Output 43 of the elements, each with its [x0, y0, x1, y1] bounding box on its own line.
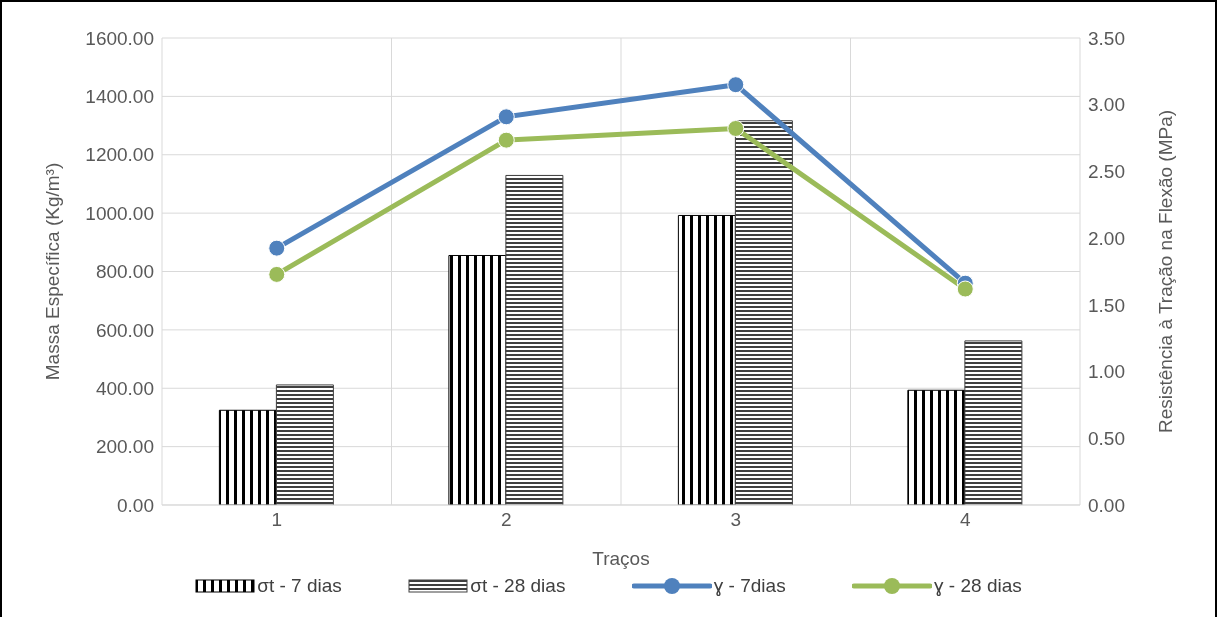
point	[268, 239, 286, 257]
y2-tick-label: 0.00	[1088, 494, 1125, 516]
y2-tick-label: 2.00	[1088, 227, 1125, 249]
legend-label: σt - 7 dias	[257, 575, 342, 597]
y2-axis-title: Resistência à Tração na Flexão (MPa)	[1154, 109, 1176, 434]
bar	[275, 384, 334, 505]
bar	[677, 214, 736, 505]
y-tick-label: 1000.00	[85, 202, 154, 224]
point	[497, 108, 515, 126]
y-tick-label: 400.00	[95, 377, 154, 399]
legend-label: ɣ - 28 dias	[934, 575, 1022, 597]
y-tick-label: 1600.00	[85, 27, 154, 49]
y-tick-label: 1400.00	[85, 86, 154, 108]
point	[727, 119, 745, 137]
point	[497, 131, 515, 149]
bar	[218, 409, 277, 505]
y-tick-label: 600.00	[95, 319, 154, 341]
y2-tick-label: 3.00	[1088, 94, 1125, 116]
y-axis-title: Massa Específica (Kg/m³)	[41, 162, 63, 381]
x-tick-label: 3	[730, 509, 742, 531]
legend-label: ɣ - 7dias	[713, 575, 786, 597]
x-axis-title: Traços	[592, 548, 650, 569]
y-tick-label: 1200.00	[85, 144, 154, 166]
legend-label: σt - 28 dias	[470, 575, 566, 597]
y-tick-label: 0.00	[117, 494, 154, 516]
point	[268, 265, 286, 283]
bar	[448, 254, 507, 505]
y-tick-label: 200.00	[95, 436, 154, 458]
bar	[505, 174, 564, 505]
y2-tick-label: 1.00	[1088, 361, 1125, 383]
point	[727, 76, 745, 94]
point	[956, 280, 974, 298]
x-tick-label: 2	[500, 509, 512, 531]
y2-tick-label: 2.50	[1088, 161, 1125, 183]
bar	[964, 340, 1023, 505]
y-tick-label: 800.00	[95, 261, 154, 283]
y2-tick-label: 3.50	[1088, 27, 1125, 49]
x-tick-label: 1	[271, 509, 283, 531]
y2-tick-label: 0.50	[1088, 428, 1125, 450]
y2-tick-label: 1.50	[1088, 294, 1125, 316]
bar	[907, 389, 966, 505]
bar	[734, 120, 793, 505]
x-tick-label: 4	[959, 509, 971, 531]
